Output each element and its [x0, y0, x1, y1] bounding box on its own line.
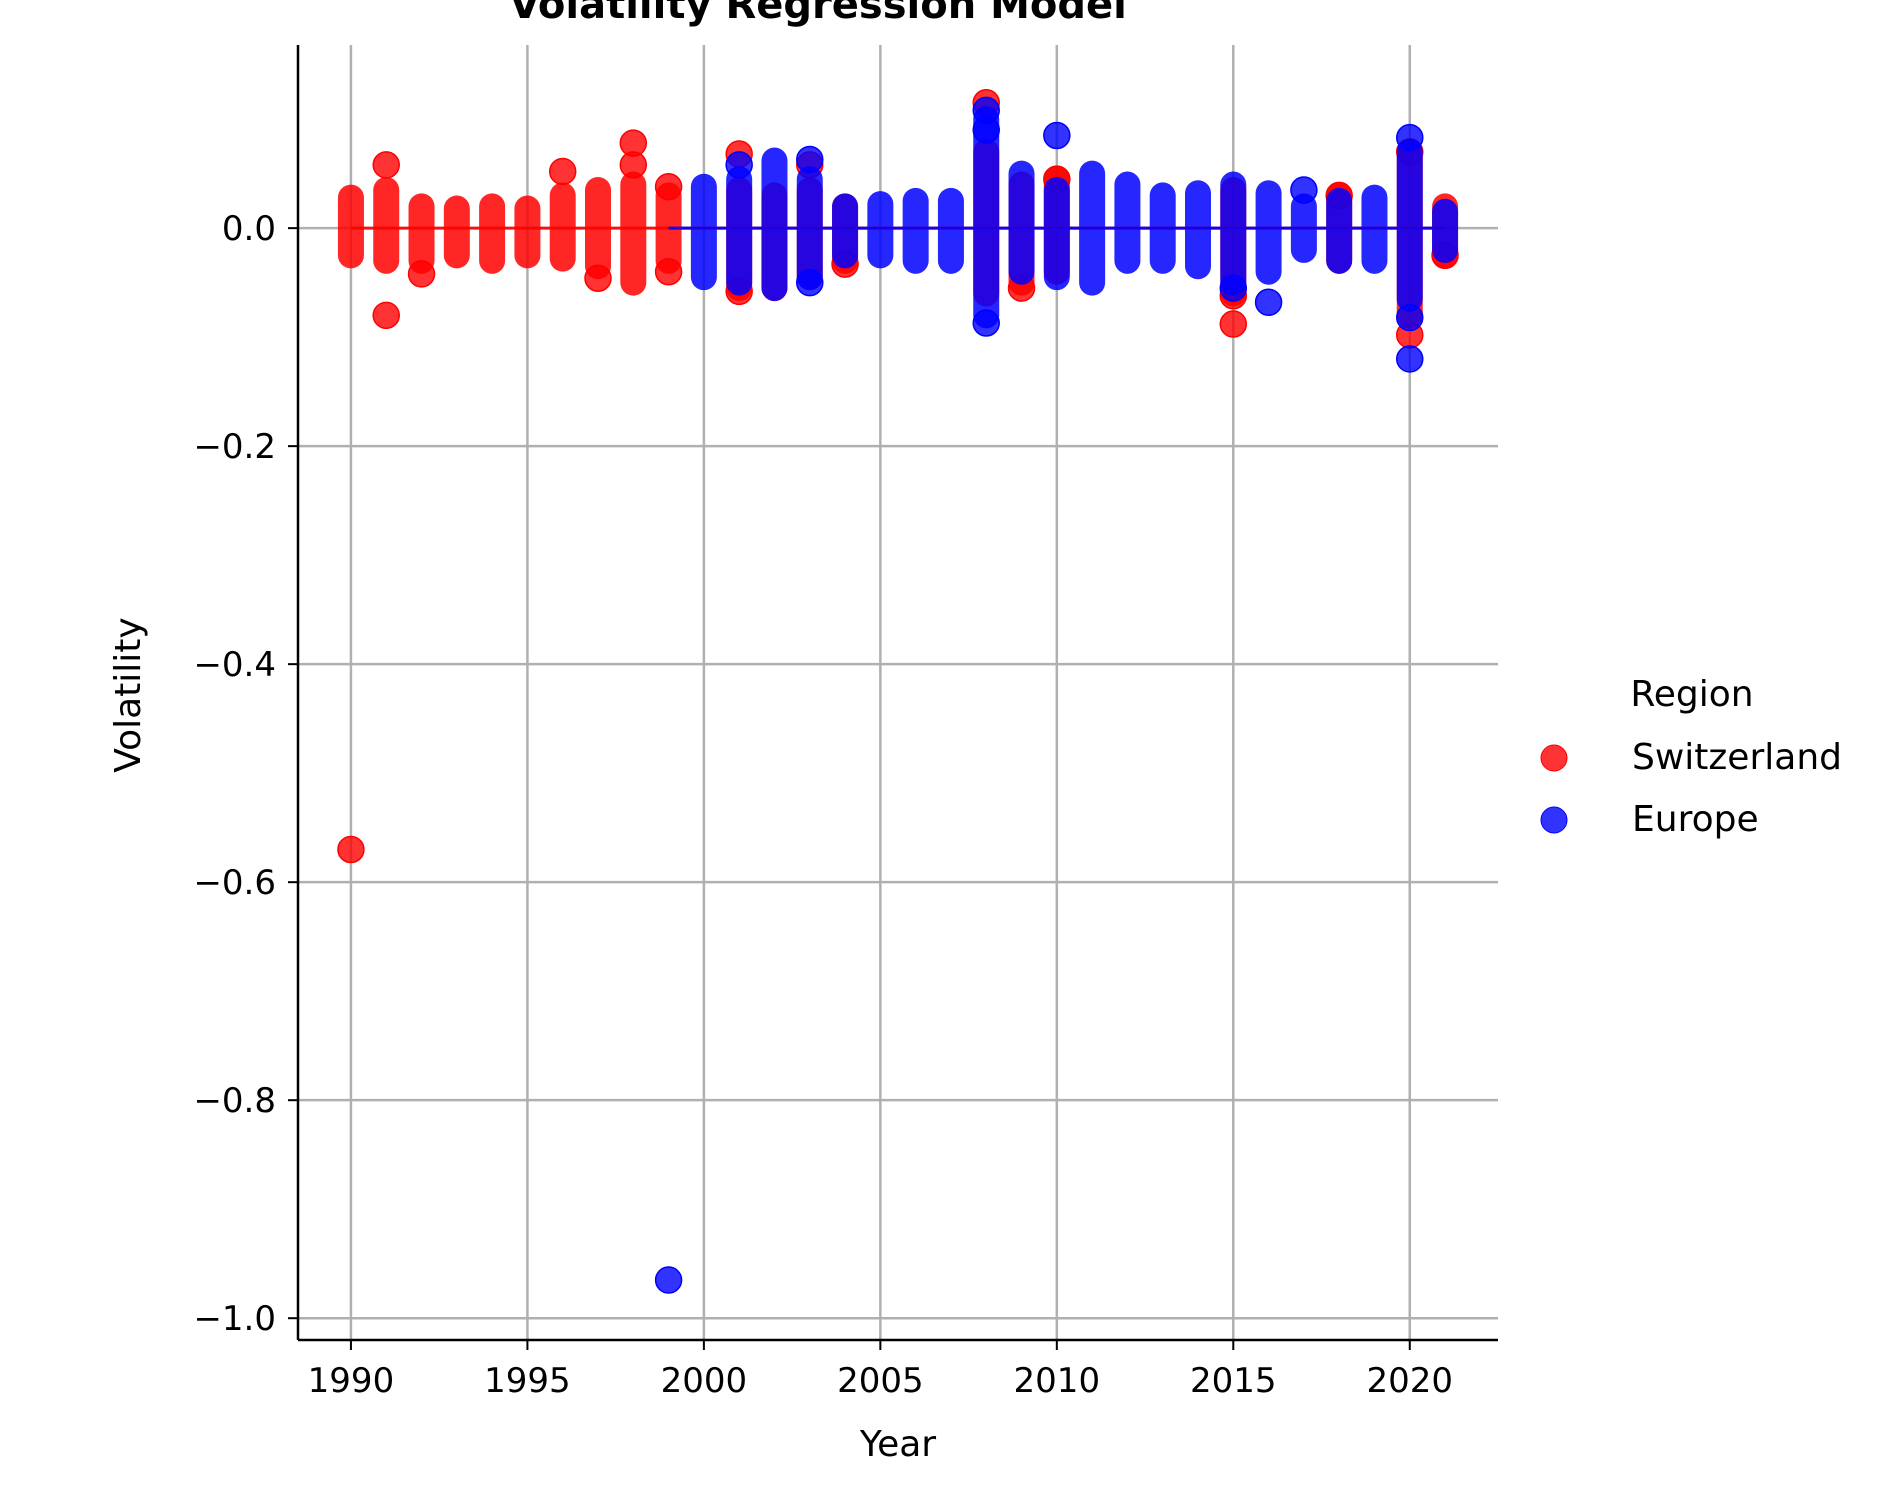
data-point-europe — [972, 116, 1000, 144]
x-tick-label: 2015 — [1190, 1361, 1277, 1401]
data-point-europe — [1043, 121, 1071, 150]
legend-label-europe: Europe — [1632, 799, 1759, 840]
series-layer — [337, 89, 1459, 1294]
legend-marker-switzerland — [1540, 744, 1568, 772]
x-tick-label: 2010 — [1014, 1361, 1101, 1401]
legend-marker-europe — [1540, 806, 1568, 834]
x-tick-label: 2005 — [837, 1361, 924, 1401]
y-tick-label: −0.6 — [193, 863, 276, 903]
data-point-europe — [654, 1266, 683, 1294]
data-point-switzerland — [372, 151, 400, 179]
x-tick-label: 1995 — [484, 1361, 571, 1401]
data-point-europe — [1396, 123, 1424, 152]
data-point-europe — [725, 151, 753, 179]
y-tick-label: −0.2 — [193, 427, 276, 467]
x-tick-label: 1990 — [308, 1361, 395, 1401]
data-point-switzerland — [372, 301, 400, 330]
data-point-europe — [1290, 176, 1318, 204]
data-point-europe — [1219, 274, 1248, 302]
y-tick-label: 0.0 — [222, 209, 276, 249]
data-point-switzerland — [337, 835, 365, 864]
x-tick-label: 2020 — [1366, 1361, 1453, 1401]
series-europe — [654, 96, 1459, 1294]
data-point-switzerland — [654, 172, 683, 201]
y-ticks: 0.0 −0.2 −0.4 −0.6 −0.8 −1.0 — [193, 209, 298, 1339]
chart-title: Volatility Regression Model — [509, 0, 1127, 28]
data-point-switzerland — [584, 264, 612, 293]
legend-label-switzerland: Switzerland — [1632, 737, 1842, 778]
y-axis-label: Volatility — [108, 617, 149, 772]
data-point-europe — [1254, 288, 1283, 317]
data-point-europe — [972, 309, 1000, 337]
data-point-switzerland — [1219, 310, 1248, 338]
data-point-europe — [796, 268, 824, 297]
data-point-europe — [796, 145, 824, 174]
grid-lines — [298, 45, 1498, 1340]
legend-title: Region — [1630, 674, 1753, 715]
data-point-europe — [1396, 345, 1424, 373]
data-point-switzerland — [548, 157, 577, 186]
y-tick-label: −0.8 — [193, 1081, 276, 1121]
x-tick-label: 2000 — [661, 1361, 748, 1401]
y-tick-label: −0.4 — [193, 645, 276, 685]
y-tick-label: −1.0 — [193, 1299, 276, 1339]
x-axis-label: Year — [859, 1424, 936, 1465]
data-point-switzerland — [619, 151, 648, 179]
x-ticks: 1990 1995 2000 2005 2010 2015 2020 — [308, 1340, 1453, 1401]
series-switzerland — [337, 89, 1459, 864]
axes — [296, 45, 1498, 1342]
data-point-switzerland — [654, 257, 683, 286]
data-point-europe — [1396, 303, 1424, 332]
legend: Region Switzerland Europe — [1540, 674, 1842, 840]
data-point-switzerland — [407, 260, 436, 288]
